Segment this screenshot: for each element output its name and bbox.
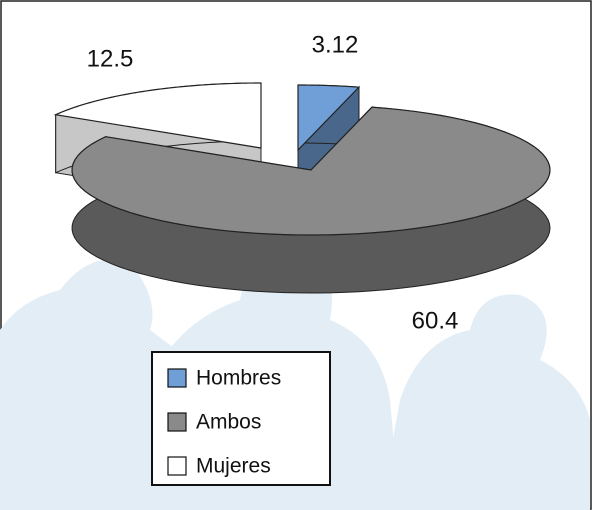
- legend-label: Mujeres: [196, 455, 271, 478]
- slice: [297, 84, 361, 152]
- legend-label: Hombres: [196, 367, 281, 390]
- value-label: 3.12: [312, 31, 359, 58]
- legend-swatch: [167, 456, 187, 476]
- legend-swatch: [167, 368, 187, 388]
- pie: [53, 82, 551, 294]
- slice: [53, 82, 262, 149]
- legend-swatch: [167, 412, 187, 432]
- legend-items: Hombres Ambos Mujeres: [167, 367, 281, 478]
- value-label: 60.4: [412, 307, 459, 334]
- value-label: 12.5: [87, 45, 134, 72]
- legend-label: Ambos: [196, 411, 261, 434]
- slice: [71, 106, 551, 236]
